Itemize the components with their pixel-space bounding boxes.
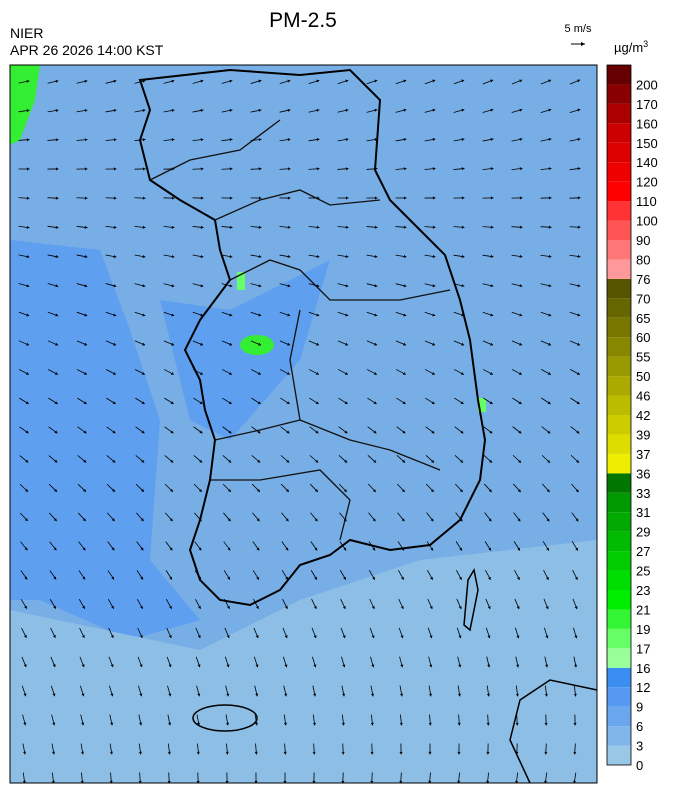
- color-cell: [607, 590, 631, 609]
- hotspot: [240, 335, 274, 355]
- title: PM-2.5: [269, 9, 337, 32]
- wind-scale-head: [581, 42, 585, 46]
- level-label: 76: [636, 272, 650, 287]
- color-cell: [607, 298, 631, 317]
- level-label: 100: [636, 214, 658, 229]
- color-cell: [607, 707, 631, 726]
- level-label: 0: [636, 758, 643, 773]
- color-cell: [607, 493, 631, 512]
- color-cell: [607, 123, 631, 142]
- map: [10, 65, 597, 783]
- color-cell: [607, 337, 631, 356]
- level-label: 70: [636, 291, 650, 306]
- color-cell: [607, 551, 631, 570]
- color-cell: [607, 65, 631, 84]
- level-label: 55: [636, 350, 650, 365]
- color-cell: [607, 454, 631, 473]
- level-label: 27: [636, 544, 650, 559]
- color-cell: [607, 648, 631, 667]
- level-label: 25: [636, 564, 650, 579]
- color-cell: [607, 609, 631, 628]
- level-label: 50: [636, 369, 650, 384]
- level-label: 65: [636, 311, 650, 326]
- level-label: 12: [636, 680, 650, 695]
- level-label: 3: [636, 739, 643, 754]
- color-cell: [607, 162, 631, 181]
- color-cell: [607, 746, 631, 765]
- color-cell: [607, 512, 631, 531]
- level-label: 90: [636, 233, 650, 248]
- color-cell: [607, 668, 631, 687]
- level-label: 6: [636, 719, 643, 734]
- level-label: 17: [636, 641, 650, 656]
- color-cell: [607, 318, 631, 337]
- level-label: 9: [636, 700, 643, 715]
- color-cell: [607, 279, 631, 298]
- unit: µg/m3: [614, 39, 648, 55]
- color-cell: [607, 532, 631, 551]
- agency: NIER: [10, 25, 43, 41]
- color-cell: [607, 726, 631, 745]
- level-label: 19: [636, 622, 650, 637]
- level-label: 140: [636, 155, 658, 170]
- color-cell: [607, 182, 631, 201]
- level-label: 16: [636, 661, 650, 676]
- color-cell: [607, 396, 631, 415]
- level-label: 33: [636, 486, 650, 501]
- color-cell: [607, 376, 631, 395]
- datetime: APR 26 2026 14:00 KST: [10, 42, 164, 58]
- color-cell: [607, 201, 631, 220]
- level-label: 170: [636, 97, 658, 112]
- level-label: 39: [636, 427, 650, 442]
- color-cell: [607, 221, 631, 240]
- color-cell: [607, 434, 631, 453]
- level-label: 21: [636, 602, 650, 617]
- color-cell: [607, 571, 631, 590]
- color-cell: [607, 143, 631, 162]
- wind-scale-label: 5 m/s: [565, 23, 592, 35]
- level-label: 46: [636, 389, 650, 404]
- color-cell: [607, 629, 631, 648]
- level-label: 42: [636, 408, 650, 423]
- color-cell: [607, 687, 631, 706]
- level-label: 200: [636, 77, 658, 92]
- level-label: 60: [636, 330, 650, 345]
- level-label: 110: [636, 194, 657, 209]
- level-label: 160: [636, 116, 658, 131]
- color-cell: [607, 357, 631, 376]
- level-label: 120: [636, 175, 658, 190]
- color-cell: [607, 240, 631, 259]
- level-label: 29: [636, 525, 650, 540]
- color-cell: [607, 473, 631, 492]
- color-cell: [607, 415, 631, 434]
- level-label: 37: [636, 447, 650, 462]
- level-label: 23: [636, 583, 650, 598]
- colorbar: 0369121617192123252729313336373942465055…: [607, 65, 658, 773]
- level-label: 31: [636, 505, 650, 520]
- color-cell: [607, 84, 631, 103]
- level-label: 80: [636, 252, 650, 267]
- level-label: 36: [636, 466, 650, 481]
- color-cell: [607, 259, 631, 278]
- color-cell: [607, 104, 631, 123]
- level-label: 150: [636, 136, 658, 151]
